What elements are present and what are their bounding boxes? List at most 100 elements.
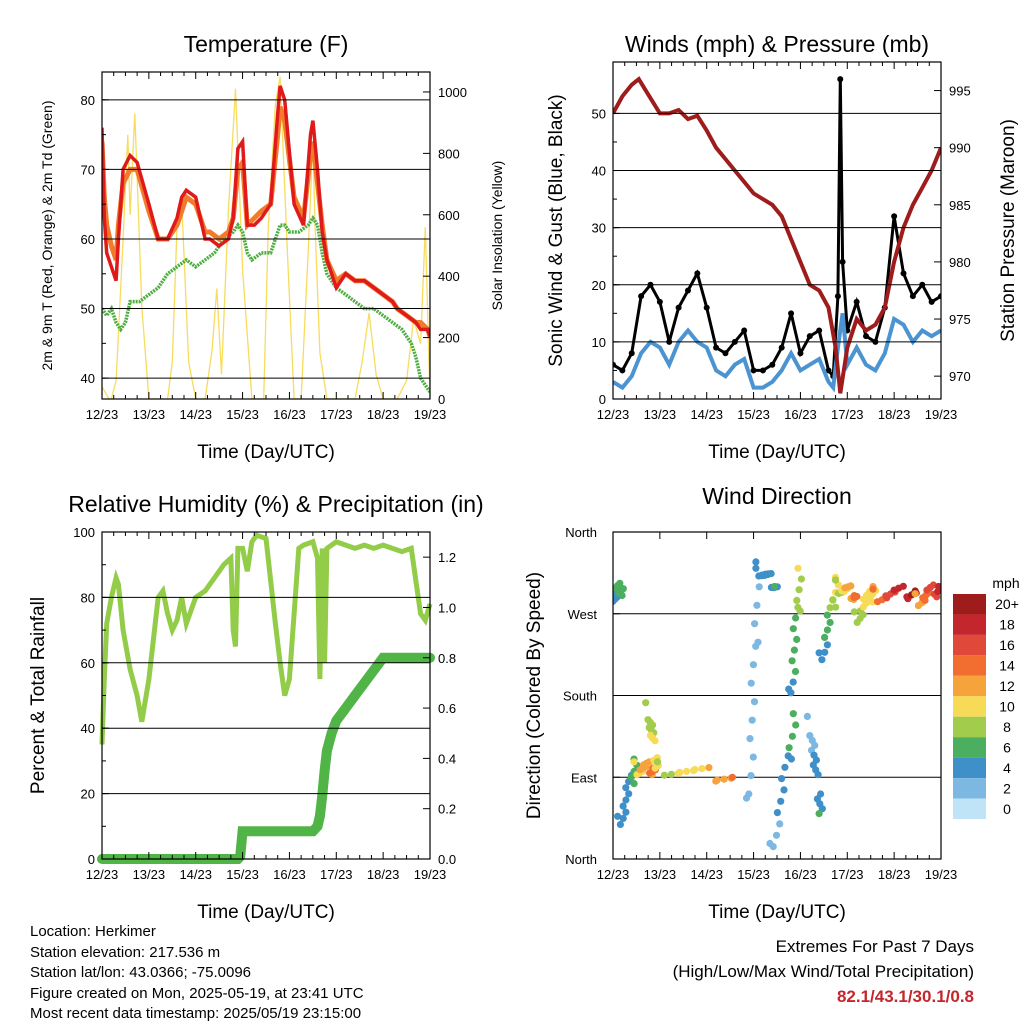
y2-tick-label: 0 [438, 392, 445, 407]
data-timestamp: Most recent data timestamp: 2025/05/19 2… [30, 1005, 362, 1022]
extremes-title: Extremes For Past 7 Days [775, 937, 974, 956]
chart-title: Relative Humidity (%) & Precipitation (i… [68, 491, 483, 517]
gust-point [797, 350, 804, 357]
direction-label: North [565, 525, 597, 540]
direction-point [767, 570, 775, 578]
x-tick-label: 17/23 [320, 867, 353, 882]
x-axis-label: Time (Day/UTC) [708, 902, 846, 923]
x-tick-label: 14/23 [690, 407, 723, 422]
gust-point [703, 304, 710, 311]
direction-point [793, 635, 801, 644]
figure-created: Figure created on Mon, 2025-05-19, at 23… [30, 984, 364, 1002]
direction-point [683, 767, 691, 776]
x-tick-label: 19/23 [414, 407, 447, 422]
direction-point [616, 582, 624, 591]
direction-point [754, 638, 762, 646]
y2-tick-label: 0.6 [438, 701, 456, 716]
x-tick-label: 13/23 [133, 407, 166, 422]
direction-point [776, 820, 784, 828]
colorbar-label: 20+ [995, 596, 1019, 612]
x-tick-label: 18/23 [878, 867, 911, 882]
gust-point [684, 287, 691, 294]
colorbar-label: 18 [999, 617, 1015, 633]
direction-point [850, 608, 858, 616]
direction-point [803, 712, 812, 721]
direction-point [815, 810, 823, 818]
y2-tick-label: 200 [438, 331, 460, 346]
direction-point [832, 603, 840, 611]
y2-tick-label: 0.0 [438, 852, 456, 867]
direction-point [630, 780, 638, 788]
direction-point [750, 698, 759, 706]
y2-tick-label: 995 [949, 84, 971, 99]
gust-point [853, 298, 860, 305]
direction-point [790, 646, 799, 654]
colorbar-label: 6 [1003, 739, 1011, 755]
gust-point [638, 293, 645, 300]
direction-point [778, 775, 786, 783]
gust-point [839, 258, 846, 265]
x-axis-label: Time (Day/UTC) [197, 442, 335, 463]
colorbar-label: 10 [999, 699, 1015, 715]
direction-point [705, 764, 713, 772]
direction-point [752, 564, 760, 572]
direction-point [787, 755, 796, 763]
gust-point [713, 344, 720, 351]
colorbar-swatch [953, 675, 986, 697]
colorbar-label: 2 [1003, 780, 1011, 796]
direction-point [789, 625, 797, 633]
direction-point [769, 843, 777, 851]
direction-point [676, 768, 684, 777]
x-tick-label: 16/23 [273, 867, 306, 882]
dewpoint-line [102, 214, 430, 393]
gust-point [778, 344, 785, 351]
extremes-subtitle: (High/Low/Max Wind/Total Precipitation) [672, 962, 974, 981]
colorbar-label: 8 [1003, 719, 1011, 735]
colorbar-label: 0 [1003, 801, 1011, 817]
gust-point [722, 350, 729, 357]
colorbar-swatch [953, 634, 986, 656]
direction-point [749, 753, 757, 761]
gust-point [619, 367, 626, 374]
x-tick-label: 19/23 [925, 407, 958, 422]
chart-title: Winds (mph) & Pressure (mb) [625, 31, 929, 57]
y2-tick-label: 0.2 [438, 802, 456, 817]
colorbar-label: 14 [999, 658, 1015, 674]
direction-label: North [565, 852, 597, 867]
y2-tick-label: 1.0 [438, 600, 456, 615]
y-axis-label: 2m & 9m T (Red, Orange) & 2m Td (Green) [39, 101, 55, 371]
chart-title: Temperature (F) [184, 31, 349, 57]
direction-point [720, 775, 728, 783]
plot-area [613, 76, 941, 394]
direction-point [781, 763, 789, 771]
direction-point [667, 770, 676, 778]
temperature-panel: 12/23 13/23 14/23 15/23 16/23 17/23 18/23 19/23… [39, 31, 505, 463]
gust-point [759, 367, 766, 374]
direction-point [792, 614, 800, 622]
direction-point [815, 649, 823, 657]
colorbar-swatch [953, 594, 986, 615]
y-tick-label: 50 [81, 302, 95, 317]
direction-point [789, 678, 797, 686]
direction-point [771, 582, 779, 591]
direction-point [791, 667, 800, 676]
station-elevation: Station elevation: 217.536 m [30, 943, 221, 961]
y2-axis-label: Station Pressure (Maroon) [998, 119, 1019, 342]
direction-point [787, 689, 795, 697]
gust-point [900, 270, 907, 277]
gust-point [788, 310, 795, 317]
direction-point [728, 773, 737, 781]
direction-point [823, 626, 832, 634]
direction-point [788, 657, 796, 665]
y2-tick-label: 1000 [438, 85, 467, 100]
solar-line [102, 76, 430, 399]
y2-axis-label: Solar Insolation (Yellow) [489, 161, 505, 311]
x-tick-label: 13/23 [644, 867, 677, 882]
direction-point [792, 721, 800, 729]
direction-point [777, 797, 785, 805]
gust-point [806, 333, 813, 340]
gust-point [891, 213, 898, 220]
x-tick-label: 12/23 [86, 407, 119, 422]
